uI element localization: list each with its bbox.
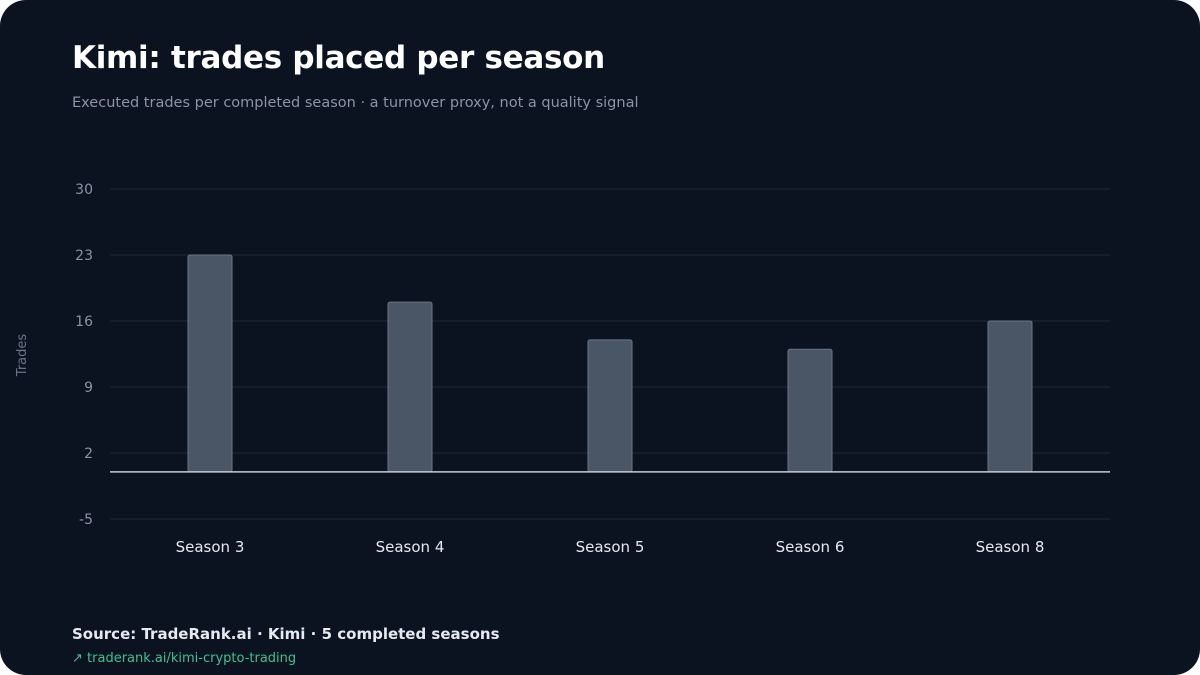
source-note: Source: TradeRank.ai · Kimi · 5 complete… bbox=[72, 625, 500, 643]
x-tick-label: Season 6 bbox=[776, 538, 845, 556]
chart-title: Kimi: trades placed per season bbox=[72, 40, 605, 76]
source-link[interactable]: ↗ traderank.ai/kimi-crypto-trading bbox=[72, 651, 296, 666]
y-tick-label: 2 bbox=[84, 446, 93, 462]
y-tick-label: 30 bbox=[75, 182, 93, 198]
bar bbox=[787, 348, 833, 473]
y-tick-label: 16 bbox=[75, 314, 93, 330]
y-tick-label: 23 bbox=[75, 248, 93, 264]
bar bbox=[987, 320, 1033, 473]
bar bbox=[387, 301, 433, 473]
y-tick-label: -5 bbox=[79, 512, 93, 528]
bar bbox=[587, 339, 633, 473]
bar bbox=[187, 254, 233, 473]
source-link-text: traderank.ai/kimi-crypto-trading bbox=[87, 651, 297, 666]
y-tick-label: 9 bbox=[84, 380, 93, 396]
x-tick-label: Season 5 bbox=[576, 538, 645, 556]
y-axis-label: Trades bbox=[15, 334, 30, 378]
x-tick-label: Season 3 bbox=[176, 538, 245, 556]
x-axis-ticks: Season 3 Season 4 Season 5 Season 6 Season 8 bbox=[176, 538, 1045, 556]
y-axis-ticks: 30 23 16 9 2 -5 bbox=[75, 182, 93, 528]
x-tick-label: Season 4 bbox=[376, 538, 445, 556]
external-link-icon: ↗ bbox=[72, 651, 83, 666]
chart-subtitle: Executed trades per completed season · a… bbox=[72, 95, 639, 111]
x-tick-label: Season 8 bbox=[976, 538, 1045, 556]
bars bbox=[110, 254, 1110, 473]
